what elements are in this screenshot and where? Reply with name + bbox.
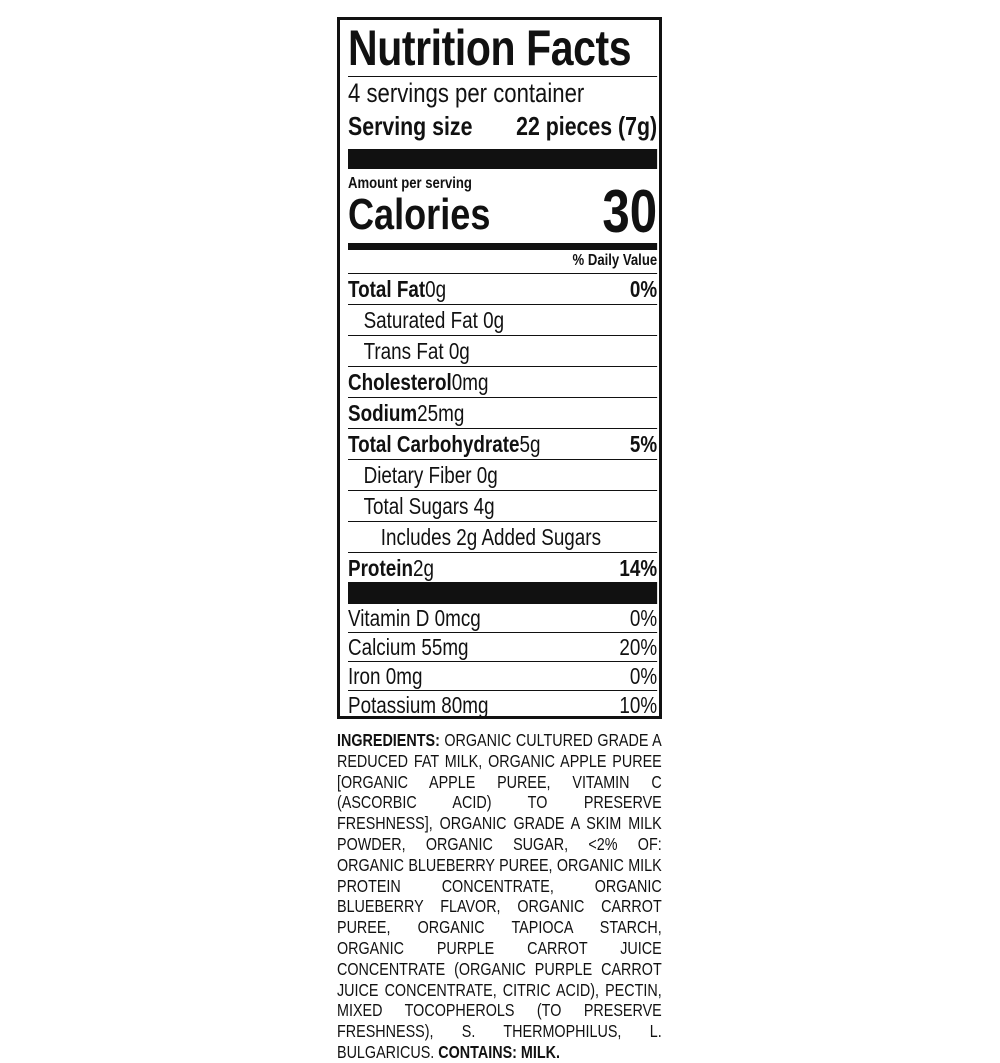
servings-per-container: 4 servings per container (348, 78, 585, 108)
nutrition-facts-label: Nutrition Facts 4 servings per container… (337, 17, 662, 719)
thick-divider (348, 582, 658, 604)
nutrient-daily-value: 0% (629, 276, 658, 302)
nutrient-amount: 0g (476, 462, 498, 488)
serving-size: Serving size 22 pieces (7g) (348, 109, 657, 143)
nutrient-name: Sodium25mg (348, 398, 464, 428)
nutrient-label: Total Fat (348, 276, 426, 302)
vitamin-name: Calcium 55mg (348, 634, 469, 660)
nutrient-name: Cholesterol0mg (348, 367, 488, 397)
thick-divider (348, 149, 658, 169)
nutrient-label: Cholesterol (348, 369, 452, 395)
vitamin-name: Iron 0mg (348, 663, 423, 689)
vitamin-name: Potassium 80mg (348, 692, 489, 718)
vitamin-daily-value: 0% (629, 605, 658, 631)
vitamin-daily-value: 0% (629, 663, 658, 689)
nutrient-list: Total Fat0g 0% Saturated Fat 0g Trans Fat 0… (348, 274, 658, 583)
nutrient-amount: 0g (448, 338, 470, 364)
nutrient-amount: 2g (412, 555, 434, 581)
nutrient-daily-value: 5% (629, 431, 658, 457)
nutrient-daily-value: 14% (619, 555, 658, 581)
nutrient-row: Dietary Fiber 0g (348, 460, 658, 491)
nutrient-row: Total Carbohydrate5g 5% (348, 429, 658, 460)
ingredients-label: INGREDIENTS: (337, 730, 440, 750)
nutrient-row: Cholesterol0mg (348, 367, 658, 398)
nutrient-label: Includes 2g Added Sugars (380, 524, 602, 550)
vitamin-list: Vitamin D 0mcg 0% Calcium 55mg 20% Iron 0mg 0… (348, 604, 658, 718)
nutrient-row: Saturated Fat 0g (348, 305, 658, 336)
nutrient-amount: 4g (473, 493, 495, 519)
nutrient-label: Dietary Fiber (363, 462, 472, 488)
vitamin-name: Vitamin D 0mcg (348, 605, 481, 631)
calories-row: Calories 30 (348, 182, 657, 242)
allergen-statement: CONTAINS: MILK. (438, 1041, 560, 1062)
nutrient-row: Includes 2g Added Sugars (348, 522, 658, 553)
daily-value-header: % Daily Value (348, 250, 658, 274)
nutrient-amount: 25mg (417, 400, 465, 426)
ingredients: INGREDIENTS: ORGANIC CULTURED GRADE A RE… (337, 730, 662, 1063)
nutrient-label: Sodium (348, 400, 418, 426)
nutrient-row: Total Fat0g 0% (348, 274, 658, 305)
serving-size-value: 22 pieces (7g) (516, 111, 658, 141)
vitamin-row: Calcium 55mg 20% (348, 633, 658, 662)
vitamin-row: Potassium 80mg 10% (348, 691, 658, 718)
nutrient-name: Trans Fat 0g (364, 336, 470, 366)
vitamin-row: Vitamin D 0mcg 0% (348, 604, 658, 633)
vitamin-daily-value: 10% (619, 692, 658, 718)
nutrient-row: Total Sugars 4g (348, 491, 658, 522)
nutrient-label: Total Sugars (363, 493, 469, 519)
nutrient-name: Total Sugars 4g (364, 491, 495, 521)
vitamin-daily-value: 20% (619, 634, 658, 660)
calories-label: Calories (348, 190, 491, 239)
nutrient-label: Total Carbohydrate (348, 431, 520, 457)
calories-value: 30 (602, 178, 658, 245)
label-title: Nutrition Facts (348, 20, 632, 76)
nutrient-amount: 5g (519, 431, 541, 457)
nutrient-name: Total Carbohydrate5g (348, 429, 540, 459)
medium-divider (348, 243, 658, 250)
ingredients-text: ORGANIC CULTURED GRADE A REDUCED FAT MIL… (337, 730, 662, 1062)
nutrient-name: Protein2g (348, 553, 434, 583)
nutrient-name: Includes 2g Added Sugars (381, 522, 601, 552)
nutrient-label: Saturated Fat (363, 307, 478, 333)
nutrient-amount: 0mg (451, 369, 489, 395)
amount-per-serving: Amount per serving (348, 175, 472, 192)
divider (348, 76, 658, 77)
nutrient-row: Sodium25mg (348, 398, 658, 429)
nutrient-label: Protein (348, 555, 413, 581)
vitamin-row: Iron 0mg 0% (348, 662, 658, 691)
nutrient-row: Protein2g 14% (348, 553, 657, 583)
nutrient-row: Trans Fat 0g (348, 336, 658, 367)
nutrient-name: Dietary Fiber 0g (364, 460, 498, 490)
nutrient-amount: 0g (425, 276, 447, 302)
nutrient-name: Total Fat0g (348, 274, 446, 304)
nutrient-amount: 0g (483, 307, 505, 333)
serving-size-label: Serving size (348, 111, 473, 141)
nutrient-name: Saturated Fat 0g (364, 305, 505, 335)
nutrient-label: Trans Fat (363, 338, 444, 364)
